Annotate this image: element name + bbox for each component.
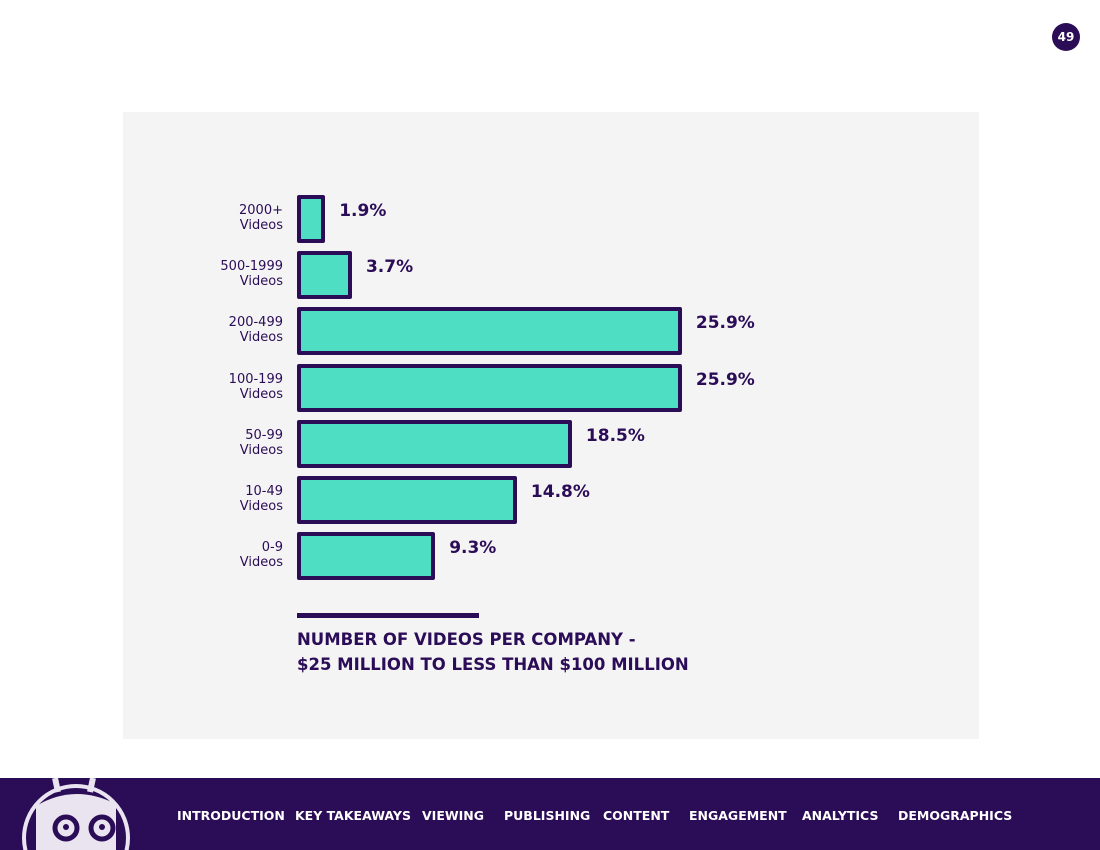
category-label-line: 0-9 [261, 540, 283, 556]
category-label: 0-9 Videos [163, 540, 283, 570]
nav-link-introduction[interactable]: INTRODUCTION [177, 808, 285, 823]
bar [297, 251, 352, 300]
value-label: 25.9% [695, 313, 755, 334]
title-rule [297, 613, 479, 618]
category-label-line: Videos [239, 218, 283, 233]
bar [297, 419, 572, 468]
category-label: 2000+ Videos [163, 203, 283, 233]
chart-title: NUMBER OF VIDEOS PER COMPANY - $25 MILLI… [297, 627, 689, 677]
chart-title-line-1: NUMBER OF VIDEOS PER COMPANY - [297, 630, 636, 649]
category-label-line: Videos [239, 386, 283, 402]
category-label: 50-99 Videos [163, 428, 283, 458]
chart-title-line-2: $25 MILLION TO LESS THAN $100 MILLION [297, 655, 689, 674]
nav-link-publishing[interactable]: PUBLISHING [504, 808, 591, 823]
nav-link-content[interactable]: CONTENT [603, 808, 670, 823]
category-label-line: 200-499 [228, 315, 283, 331]
robot-mascot-logo-icon [22, 778, 130, 850]
nav-link-key-takeaways[interactable]: KEY TAKEAWAYS [295, 808, 411, 823]
bar [297, 307, 682, 356]
bar [297, 195, 326, 243]
page-number: 49 [1052, 23, 1080, 51]
nav-link-demographics[interactable]: DEMOGRAPHICS [898, 808, 1013, 823]
nav-link-engagement[interactable]: ENGAGEMENT [689, 808, 787, 823]
category-label-line: Videos [239, 555, 283, 571]
value-label: 25.9% [695, 369, 755, 390]
bar [297, 363, 682, 412]
category-label: 200-499 Videos [163, 315, 283, 345]
value-label: 18.5% [585, 425, 645, 446]
category-label-line: 50-99 [245, 427, 283, 443]
nav-link-viewing[interactable]: VIEWING [422, 808, 485, 823]
category-label-line: Videos [239, 499, 283, 514]
category-label-line: 10-49 [245, 484, 283, 499]
bar [297, 476, 517, 524]
nav-link-analytics[interactable]: ANALYTICS [802, 808, 879, 823]
category-label-line: 500-1999 [220, 259, 283, 275]
category-label-line: Videos [239, 330, 283, 346]
bar [297, 532, 436, 581]
category-label-line: Videos [239, 274, 283, 290]
category-label-line: 100-199 [228, 371, 283, 387]
value-label: 3.7% [365, 257, 414, 278]
value-label: 9.3% [449, 538, 497, 559]
category-label: 500-1999 Videos [163, 259, 283, 289]
category-label-line: Videos [239, 442, 283, 458]
category-label: 100-199 Videos [163, 372, 283, 402]
category-label-line: 2000+ [239, 203, 283, 218]
value-label: 14.8% [530, 482, 590, 502]
value-label: 1.9% [339, 201, 387, 221]
category-label: 10-49 Videos [163, 484, 283, 514]
footer-nav-bar [0, 778, 1100, 850]
